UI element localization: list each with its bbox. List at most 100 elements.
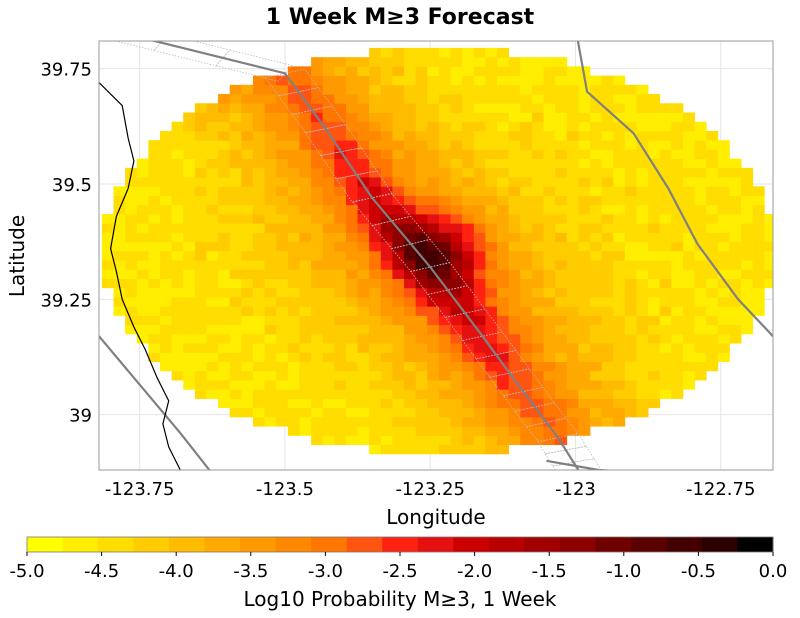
heatmap-cell	[497, 66, 510, 76]
heatmap-cell	[241, 84, 254, 95]
heatmap-cell	[694, 333, 707, 344]
heatmap-cell	[636, 361, 649, 372]
heatmap-cell	[485, 426, 498, 436]
heatmap-cell	[311, 398, 324, 409]
heatmap-cell	[206, 121, 219, 132]
heatmap-cell	[497, 213, 510, 224]
heatmap-cell	[706, 167, 719, 178]
heatmap-cell	[473, 204, 486, 215]
heatmap-cell	[578, 287, 591, 298]
heatmap-cell	[473, 426, 486, 436]
heatmap-cell	[345, 177, 358, 187]
heatmap-cell	[682, 278, 695, 289]
heatmap-cell	[218, 130, 231, 141]
heatmap-cell	[578, 103, 591, 113]
heatmap-cell	[206, 158, 219, 169]
heatmap-cell	[334, 343, 347, 353]
heatmap-cell	[578, 186, 591, 196]
heatmap-cell	[636, 167, 649, 178]
heatmap-cell	[613, 130, 626, 141]
heatmap-cell	[485, 66, 498, 76]
heatmap-cell	[566, 306, 579, 316]
heatmap-cell	[148, 315, 161, 326]
heatmap-cell	[357, 407, 370, 418]
heatmap-cell	[497, 324, 510, 335]
heatmap-cell	[194, 195, 207, 206]
heatmap-cell	[438, 352, 451, 362]
heatmap-cell	[183, 370, 196, 381]
heatmap-cell	[264, 204, 277, 215]
heatmap-cell	[508, 361, 521, 372]
heatmap-cell	[462, 223, 475, 233]
heatmap-cell	[729, 278, 742, 289]
heatmap-cell	[229, 333, 242, 344]
heatmap-cell	[682, 112, 695, 123]
heatmap-cell	[671, 389, 684, 399]
heatmap-cell	[311, 333, 324, 344]
heatmap-cell	[589, 195, 602, 206]
heatmap-cell	[717, 269, 730, 279]
heatmap-cell	[450, 435, 463, 446]
heatmap-cell	[671, 370, 684, 381]
heatmap-cell	[404, 315, 417, 326]
heatmap-cell	[357, 250, 370, 261]
heatmap-cell	[508, 167, 521, 178]
heatmap-cell	[636, 398, 649, 409]
heatmap-cell	[566, 398, 579, 409]
heatmap-cell	[462, 75, 475, 86]
heatmap-cell	[194, 167, 207, 178]
heatmap-cell	[438, 75, 451, 86]
heatmap-cell	[380, 370, 393, 381]
heatmap-cell	[682, 140, 695, 150]
heatmap-cell	[752, 186, 765, 196]
heatmap-cell	[566, 204, 579, 215]
heatmap-cell	[531, 333, 544, 344]
heatmap-cell	[450, 407, 463, 418]
heatmap-cell	[438, 167, 451, 178]
heatmap-cell	[322, 223, 335, 233]
heatmap-cell	[299, 380, 312, 390]
heatmap-cell	[636, 306, 649, 316]
heatmap-cell	[311, 352, 324, 362]
heatmap-cell	[682, 204, 695, 215]
heatmap-cell	[322, 370, 335, 381]
heatmap-cell	[241, 324, 254, 335]
heatmap-cell	[717, 204, 730, 215]
heatmap-cell	[508, 426, 521, 436]
heatmap-cell	[648, 94, 661, 104]
heatmap-cell	[520, 380, 533, 390]
heatmap-cell	[241, 140, 254, 150]
heatmap-cell	[101, 278, 114, 289]
fault-zone-layer	[114, 41, 602, 470]
heatmap-cell	[520, 416, 533, 427]
heatmap-cell	[241, 112, 254, 123]
colorbar-tick-label: -4.0	[159, 561, 194, 582]
heatmap-cell	[183, 260, 196, 270]
heatmap-cell	[682, 260, 695, 270]
heatmap-cell	[299, 333, 312, 344]
heatmap-cell	[311, 158, 324, 169]
colorbar-swatch	[275, 537, 312, 552]
heatmap-cell	[648, 278, 661, 289]
heatmap-cell	[566, 343, 579, 353]
heatmap-cell	[171, 140, 184, 150]
heatmap-cell	[497, 435, 510, 446]
heatmap-cell	[741, 167, 754, 178]
heatmap-cell	[531, 103, 544, 113]
heatmap-cell	[380, 121, 393, 132]
heatmap-cell	[252, 186, 265, 196]
heatmap-cell	[427, 361, 440, 372]
heatmap-cell	[717, 278, 730, 289]
heatmap-cell	[160, 260, 173, 270]
heatmap-cell	[601, 167, 614, 178]
heatmap-cell	[671, 241, 684, 252]
heatmap-cell	[671, 186, 684, 196]
heatmap-cell	[531, 426, 544, 436]
heatmap-cell	[682, 287, 695, 298]
colorbar-tick-label: -5.0	[9, 561, 44, 582]
heatmap-cell	[682, 380, 695, 390]
heatmap-cell	[694, 149, 707, 160]
heatmap-cell	[392, 241, 405, 252]
heatmap-cell	[485, 158, 498, 169]
heatmap-cell	[380, 167, 393, 178]
